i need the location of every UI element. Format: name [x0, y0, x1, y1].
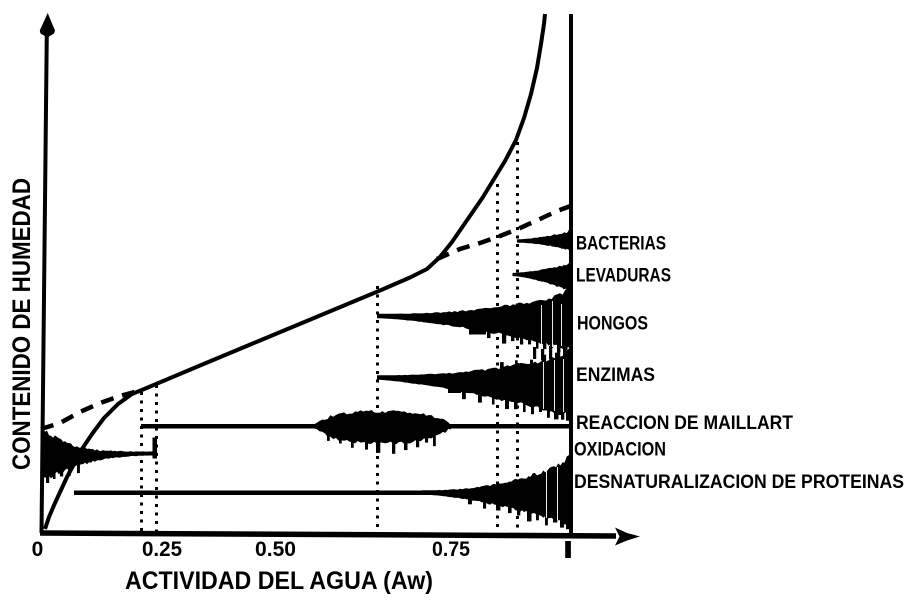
svg-text:BACTERIAS: BACTERIAS: [576, 234, 666, 255]
svg-text:ENZIMAS: ENZIMAS: [576, 365, 655, 386]
svg-text:0: 0: [32, 538, 44, 561]
svg-text:0.50: 0.50: [255, 538, 296, 561]
svg-text:CONTENIDO DE HUMEDAD: CONTENIDO DE HUMEDAD: [8, 178, 36, 470]
svg-text:LEVADURAS: LEVADURAS: [576, 266, 671, 287]
svg-text:OXIDACION: OXIDACION: [574, 440, 666, 461]
svg-text:0.25: 0.25: [142, 538, 182, 561]
svg-text:HONGOS: HONGOS: [577, 314, 648, 335]
svg-text:DESNATURALIZACION DE PROTEINAS: DESNATURALIZACION DE PROTEINAS: [574, 472, 904, 493]
svg-text:0.75: 0.75: [432, 538, 470, 561]
svg-text:ACTIVIDAD DEL AGUA (Aw): ACTIVIDAD DEL AGUA (Aw): [125, 567, 433, 595]
svg-text:REACCION DE MAILLART: REACCION DE MAILLART: [576, 413, 793, 434]
